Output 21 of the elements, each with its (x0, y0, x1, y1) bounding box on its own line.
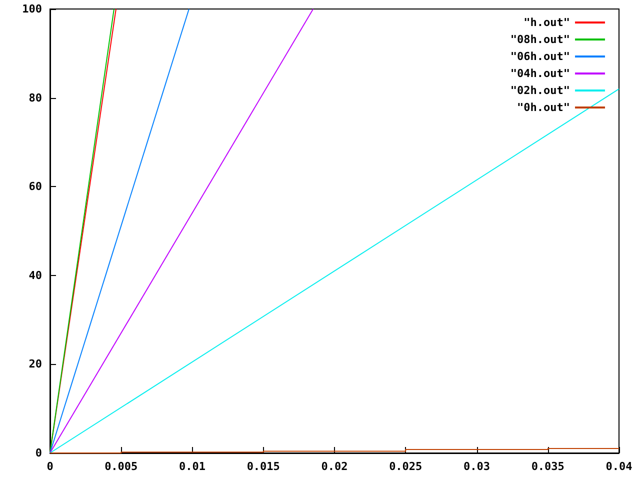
legend-label: "0h.out" (517, 101, 570, 114)
x-tick-label: 0.015 (246, 460, 280, 473)
x-tick-label: 0.02 (321, 460, 348, 473)
x-tick-label: 0.035 (531, 460, 564, 473)
x-tick-label: 0 (46, 460, 54, 473)
x-tick-label: 0.01 (179, 460, 206, 473)
y-tick-label: 60 (28, 180, 42, 194)
y-tick-label: 40 (28, 268, 42, 282)
legend-label: "h.out" (524, 16, 570, 29)
y-tick-label: 0 (35, 446, 42, 460)
x-tick-label: 0.04 (606, 460, 633, 473)
legend-label: "06h.out" (510, 50, 570, 63)
x-tick-label: 0.005 (104, 460, 138, 473)
y-tick-label: 100 (22, 2, 42, 16)
legend-label: "04h.out" (510, 67, 570, 80)
legend-label: "02h.out" (510, 84, 570, 97)
x-tick-label: 0.025 (389, 460, 422, 473)
x-tick-label: 0.03 (464, 460, 490, 473)
y-tick-label: 20 (28, 358, 42, 371)
y-tick-label: 80 (28, 91, 42, 104)
legend-label: "08h.out" (510, 33, 570, 46)
